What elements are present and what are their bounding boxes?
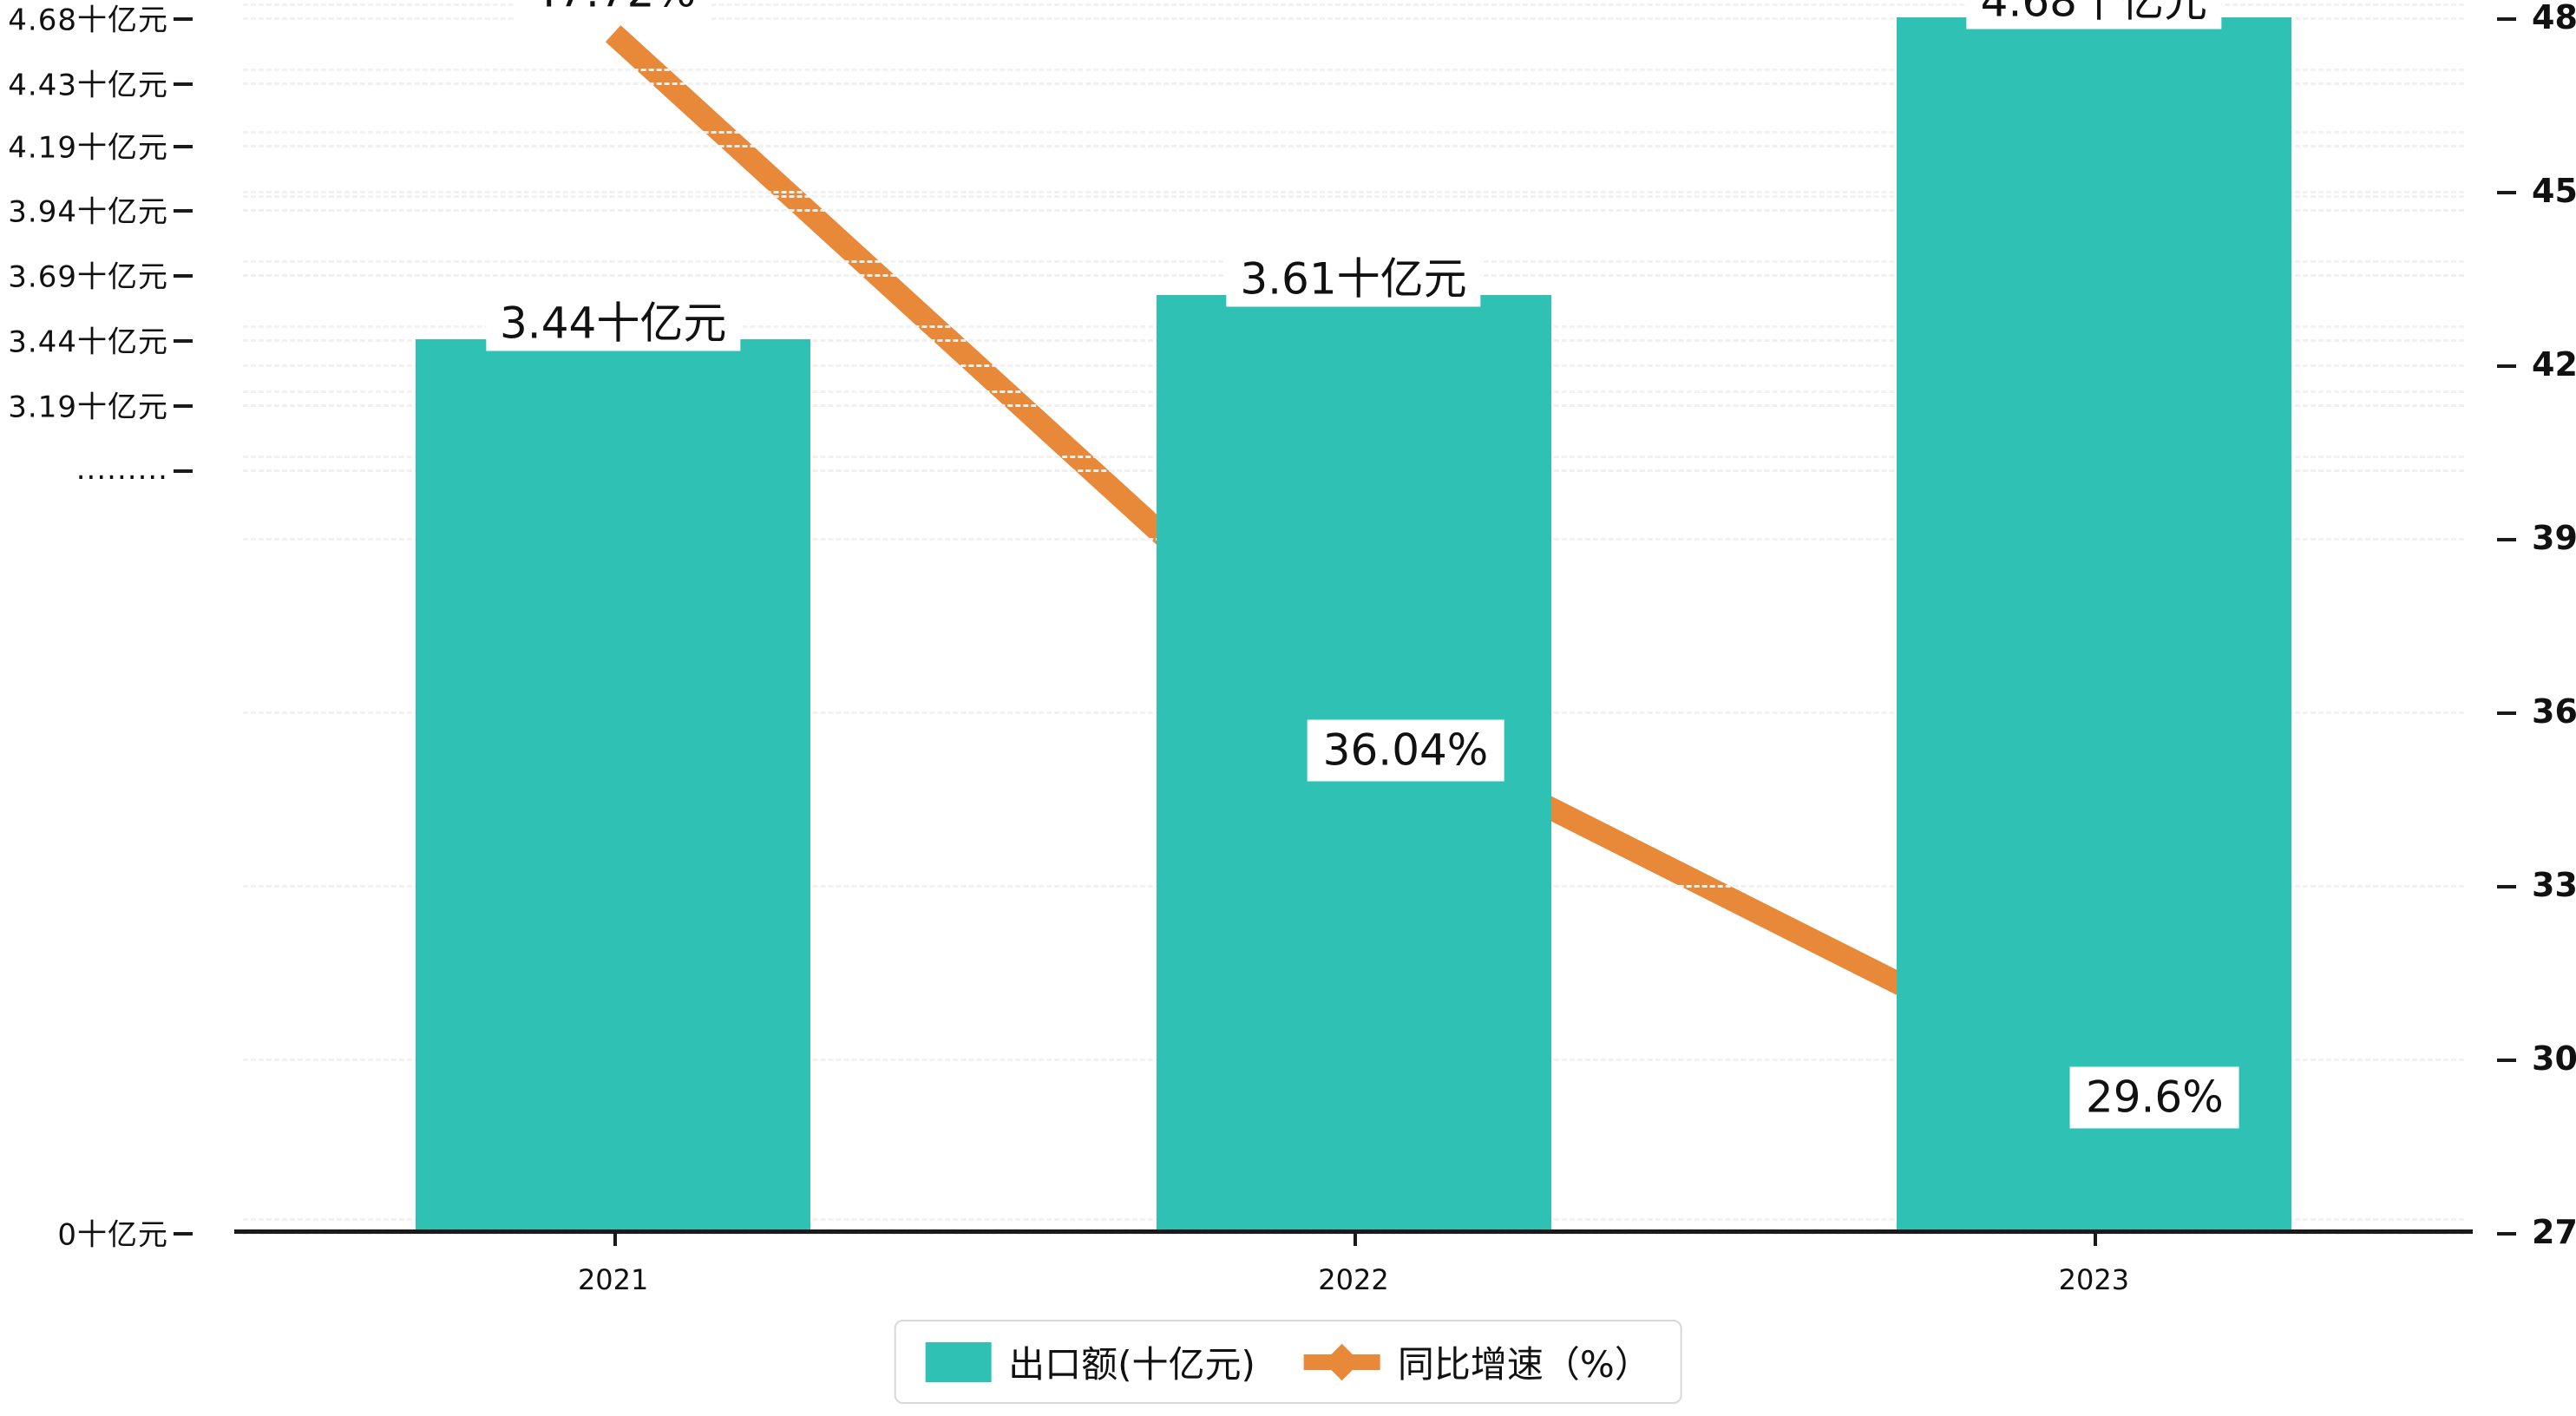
- gridline: [243, 130, 2464, 134]
- right-axis-tick-label: 27: [2532, 1213, 2576, 1251]
- right-axis-tick-label: 48: [2532, 0, 2576, 36]
- line-value-label-2022: 36.04%: [1307, 719, 1504, 782]
- left-axis-labels: 0十亿元......... 3.19十亿元 3.44十亿元 3.69十亿元 3.94十亿…: [0, 3, 198, 1253]
- legend-bar-swatch-icon: [925, 1341, 992, 1382]
- legend-line-diamond-icon: [1303, 1342, 1380, 1382]
- right-axis-tick-label: 45: [2532, 172, 2576, 210]
- bar-value-label-2021: 3.44十亿元: [485, 296, 741, 351]
- chart-legend[interactable]: 出口额(十亿元) 同比增速（%）: [894, 1320, 1682, 1404]
- gridline: [243, 195, 2464, 199]
- legend-item-line[interactable]: 同比增速（%）: [1303, 1335, 1651, 1388]
- left-axis-tick-label: 3.44十亿元: [8, 324, 168, 360]
- left-axis-tick-mark: [174, 403, 193, 408]
- gridline: [243, 144, 2464, 148]
- right-axis-tick-mark: [2497, 17, 2516, 21]
- x-axis-tick-label-2023: 2023: [2058, 1263, 2130, 1296]
- x-axis-tick-mark: [2094, 1232, 2098, 1246]
- left-axis-tick-mark: [174, 144, 193, 148]
- left-axis-tick-mark: [174, 338, 193, 343]
- left-axis-tick-label: 0十亿元: [57, 1217, 168, 1253]
- gridline: [243, 209, 2464, 213]
- right-axis-tick-mark: [2497, 191, 2516, 194]
- x-axis-tick-label-2021: 2021: [577, 1263, 649, 1296]
- left-axis-tick-label: 3.69十亿元: [8, 259, 168, 295]
- bar-value-label-2022: 3.61十亿元: [1226, 252, 1481, 307]
- left-axis-tick-mark: [174, 82, 193, 86]
- gridline: [243, 17, 2464, 20]
- legend-label-line: 同比增速（%）: [1397, 1343, 1651, 1386]
- gridline: [243, 82, 2464, 85]
- gridline: [243, 191, 2464, 193]
- left-axis-tick-label: 4.43十亿元: [8, 68, 168, 103]
- legend-label-bar: 出口额(十亿元): [1008, 1343, 1255, 1386]
- plot-area: 3.44十亿元 3.61十亿元 4.68十亿元 47.72% 36.04% 29.6%: [243, 0, 2464, 1235]
- left-axis-tick-mark: [174, 469, 193, 473]
- x-axis-line: [234, 1229, 2473, 1234]
- right-axis-tick-mark: [2497, 1232, 2516, 1236]
- right-axis-labels: 27 30 33 36 39 42 45 48: [2497, 0, 2576, 1251]
- right-axis-tick-label: 36: [2532, 692, 2576, 731]
- left-axis-tick-mark: [174, 17, 193, 21]
- x-axis-tick-mark: [1354, 1232, 1357, 1246]
- right-axis-tick-mark: [2497, 538, 2516, 541]
- bar-value-label-2023: 4.68十亿元: [1966, 0, 2221, 30]
- x-axis-tick-mark: [613, 1232, 617, 1246]
- left-axis-tick-label: 3.94十亿元: [8, 194, 168, 230]
- right-axis-tick-mark: [2497, 364, 2516, 368]
- line-value-label-2023: 29.6%: [2069, 1066, 2239, 1129]
- right-axis-tick-mark: [2497, 711, 2516, 715]
- right-axis-tick-label: 33: [2532, 866, 2576, 904]
- bar-2023[interactable]: [1896, 17, 2291, 1232]
- gridline: [243, 68, 2464, 71]
- right-axis-tick-label: 42: [2532, 345, 2576, 384]
- right-axis-tick-mark: [2497, 1059, 2516, 1062]
- legend-item-bar[interactable]: 出口额(十亿元): [925, 1335, 1255, 1388]
- gridline: [243, 3, 2464, 6]
- left-axis-tick-mark: [174, 1232, 193, 1236]
- left-axis-tick-label: 3.19十亿元: [8, 390, 168, 425]
- bar-2021[interactable]: [416, 338, 811, 1232]
- left-axis-tick-mark: [174, 209, 193, 213]
- x-axis-tick-label-2022: 2022: [1318, 1263, 1389, 1296]
- line-value-label-2021: 47.72%: [515, 0, 711, 23]
- left-axis-tick-mark: [174, 274, 193, 279]
- right-axis-tick-label: 30: [2532, 1039, 2576, 1078]
- left-axis-tick-label: 4.68十亿元: [8, 3, 168, 38]
- right-axis-tick-mark: [2497, 885, 2516, 888]
- right-axis-tick-label: 39: [2532, 519, 2576, 557]
- left-axis-tick-label: 4.19十亿元: [8, 130, 168, 166]
- left-axis-tick-label: .........: [75, 451, 168, 487]
